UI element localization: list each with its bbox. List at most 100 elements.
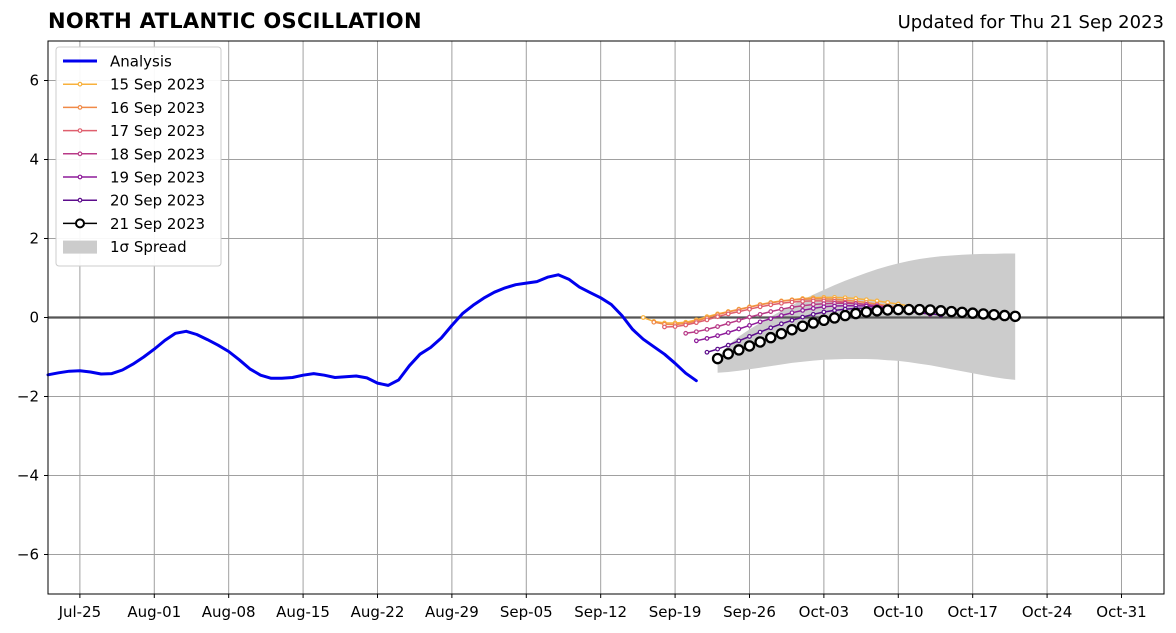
current-forecast-point <box>828 312 841 324</box>
forecast-point <box>651 319 657 325</box>
current-forecast-point <box>1009 310 1021 323</box>
current-forecast-point <box>988 308 1000 321</box>
current-forecast-point <box>754 336 766 348</box>
forecast-point <box>810 306 816 311</box>
x-tick-label: Sep-19 <box>649 603 702 621</box>
x-tick-label: Jul-25 <box>58 603 102 621</box>
x-tick-label: Sep-05 <box>500 603 553 621</box>
forecast-point <box>832 307 837 313</box>
series-layer <box>46 273 1021 387</box>
forecast-point <box>725 321 731 326</box>
current-forecast-point <box>956 306 968 319</box>
forecast-point <box>693 329 699 335</box>
forecast-point <box>768 325 774 331</box>
chart-title: NORTH ATLANTIC OSCILLATION <box>48 9 422 33</box>
legend-forecast-marker <box>77 174 83 180</box>
current-forecast-point <box>924 304 936 316</box>
current-forecast-point <box>913 303 926 316</box>
legend-label: 17 Sep 2023 <box>110 122 205 140</box>
forecast-point <box>693 320 699 326</box>
x-tick-label: Oct-03 <box>799 603 849 621</box>
legend-box <box>55 46 222 267</box>
forecast-point <box>736 317 742 323</box>
legend-label: Analysis <box>110 53 172 71</box>
updated-date: Updated for Thu 21 Sep 2023 <box>897 12 1164 33</box>
forecast-point <box>778 321 784 327</box>
x-tick-label: Oct-17 <box>947 603 997 621</box>
y-tick-label: 2 <box>29 230 39 248</box>
x-tick-label: Aug-08 <box>202 603 256 621</box>
analysis-line <box>46 273 698 387</box>
forecast-point <box>778 306 784 312</box>
forecast-point <box>778 313 784 318</box>
forecast-point <box>683 322 689 328</box>
forecast-point <box>821 309 827 315</box>
forecast-point <box>757 304 763 310</box>
forecast-point <box>725 342 731 348</box>
current-forecast-point <box>945 305 958 318</box>
x-tick-label: Aug-22 <box>351 603 405 621</box>
forecast-point <box>778 300 784 306</box>
y-tick-label: −2 <box>17 388 39 406</box>
x-tick-label: Oct-31 <box>1096 603 1146 621</box>
forecast-point <box>800 303 806 309</box>
legend-label: 21 Sep 2023 <box>110 215 205 233</box>
forecast-point <box>747 334 752 339</box>
forecast-point <box>810 302 816 307</box>
legend-forecast-marker <box>77 197 83 203</box>
forecast-point <box>747 314 752 320</box>
legend: Analysis 15 Sep 2023 16 Sep 2023 17 Sep 202… <box>55 46 222 267</box>
forecast-point <box>789 317 795 323</box>
current-forecast-point <box>775 327 788 340</box>
current-forecast-point <box>998 309 1011 322</box>
forecast-point <box>810 311 816 317</box>
forecast-point <box>747 306 752 312</box>
current-forecast-point <box>966 307 979 319</box>
y-tick-label: −6 <box>17 546 39 564</box>
current-forecast-point <box>903 303 915 316</box>
current-forecast-point <box>850 307 862 320</box>
x-tick-label: Aug-29 <box>425 603 479 621</box>
forecast-point <box>821 304 827 310</box>
current-forecast-point <box>722 348 734 360</box>
forecast-point <box>736 338 742 344</box>
x-tick-label: Sep-12 <box>574 603 627 621</box>
forecast-point <box>768 309 774 314</box>
legend-label: 20 Sep 2023 <box>110 192 205 210</box>
forecast-point <box>768 302 774 308</box>
x-tick-label: Aug-01 <box>127 603 181 621</box>
current-forecast-point <box>796 320 809 332</box>
current-forecast-point <box>871 305 883 317</box>
current-forecast-point <box>743 340 756 352</box>
current-forecast-point <box>935 305 947 317</box>
current-forecast-point <box>881 304 894 316</box>
forecast-point <box>715 346 720 352</box>
forecast-point <box>789 299 795 305</box>
forecast-point <box>662 324 667 330</box>
forecast-point <box>715 333 720 339</box>
x-tick-label: Oct-10 <box>873 603 923 621</box>
current-forecast-point <box>764 331 777 344</box>
forecast-point <box>683 330 689 336</box>
x-tick-label: Oct-24 <box>1022 603 1072 621</box>
current-forecast-point <box>733 344 745 356</box>
forecast-point <box>704 317 710 323</box>
forecast-point <box>747 323 752 328</box>
forecast-point <box>757 311 763 317</box>
current-forecast-point <box>711 352 724 365</box>
forecast-point <box>640 315 646 320</box>
current-forecast-point <box>839 309 851 322</box>
legend-forecast-marker <box>77 128 83 134</box>
forecast-point <box>832 303 837 309</box>
current-forecast-point <box>807 317 820 329</box>
forecast-point <box>672 324 678 329</box>
current-forecast-point <box>892 303 905 316</box>
legend-label: 1σ Spread <box>110 238 187 256</box>
forecast-point <box>789 310 795 316</box>
forecast-point <box>757 329 763 335</box>
x-tick-label: Sep-26 <box>723 603 776 621</box>
y-tick-label: 6 <box>29 72 39 90</box>
forecast-point <box>693 338 699 344</box>
forecast-point <box>725 330 731 335</box>
